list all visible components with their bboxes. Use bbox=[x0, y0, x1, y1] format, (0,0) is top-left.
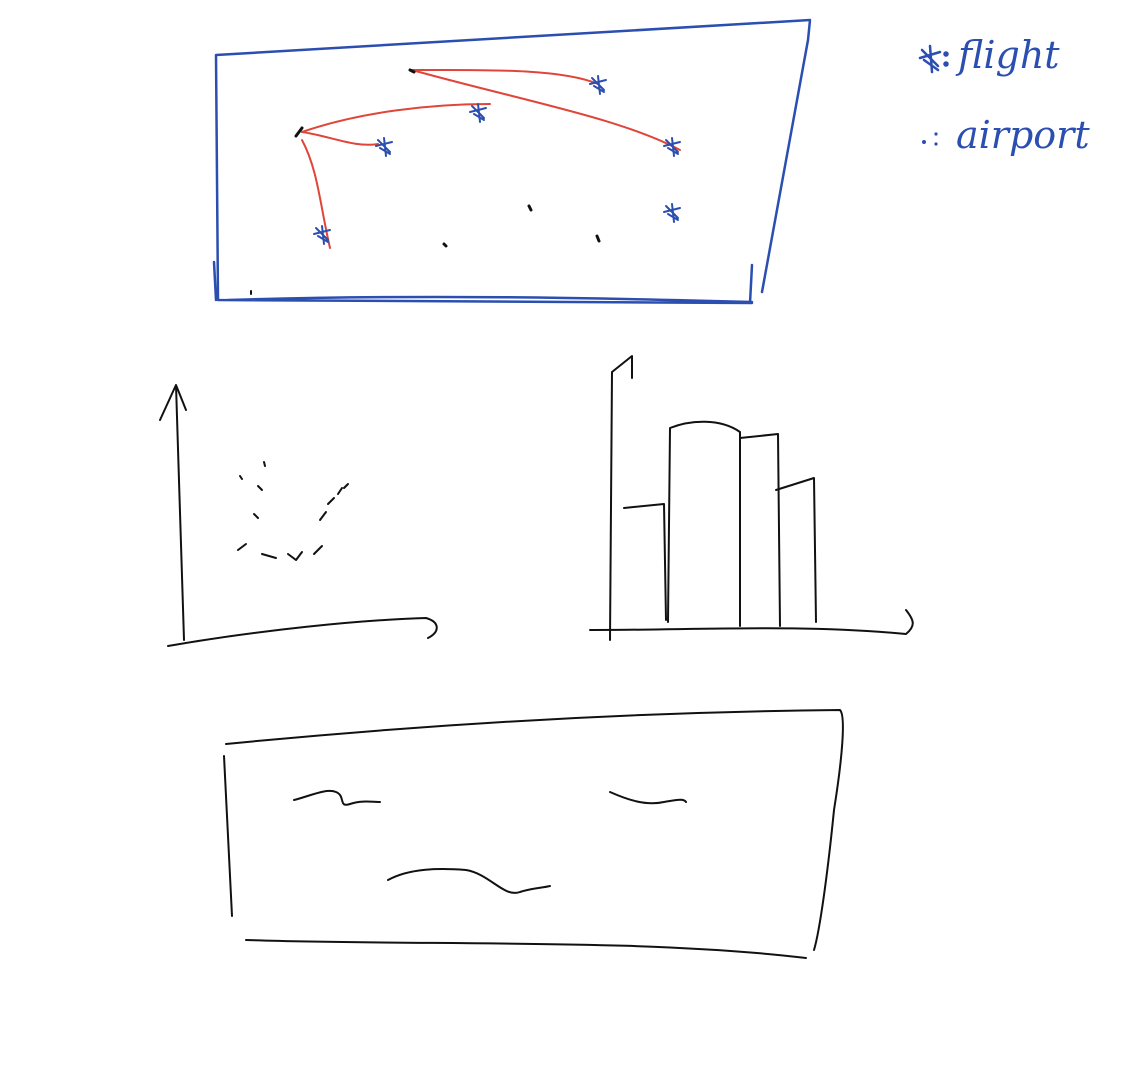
bar bbox=[775, 477, 817, 623]
flight-icon bbox=[589, 75, 607, 95]
flight-icon bbox=[663, 203, 681, 223]
y-axis bbox=[609, 355, 633, 641]
bar-panel bbox=[589, 355, 914, 641]
route-line bbox=[301, 131, 379, 146]
scatter-point bbox=[237, 543, 247, 551]
map-panel bbox=[212, 18, 812, 305]
airport-dot bbox=[294, 126, 304, 138]
airport-dot bbox=[527, 204, 533, 212]
scatter-point bbox=[257, 485, 263, 491]
x-axis bbox=[589, 609, 914, 635]
text-squiggle bbox=[609, 791, 687, 805]
flight-icon bbox=[375, 137, 393, 157]
route-line bbox=[301, 139, 331, 249]
scatter-point bbox=[287, 551, 303, 561]
legend-airport-icon bbox=[922, 132, 938, 146]
scatter-point bbox=[263, 461, 266, 467]
scatter-point bbox=[253, 513, 259, 519]
legend-airport-label: airport bbox=[956, 113, 1090, 157]
bar bbox=[623, 503, 667, 621]
y-axis bbox=[159, 384, 187, 641]
flight-icon bbox=[663, 137, 681, 157]
airport-dot bbox=[595, 234, 601, 243]
text-squiggle bbox=[293, 790, 381, 806]
airport-dot bbox=[408, 68, 416, 74]
scatter-point bbox=[343, 483, 349, 489]
scatter-point bbox=[327, 497, 335, 505]
flight-icon bbox=[313, 225, 331, 245]
x-axis bbox=[167, 617, 438, 647]
bar bbox=[739, 433, 781, 627]
map-border bbox=[212, 18, 812, 305]
legend: flight airport bbox=[918, 33, 1090, 157]
text-box-border bbox=[223, 709, 844, 959]
legend-flight-icon bbox=[918, 44, 949, 74]
scatter-point bbox=[239, 475, 243, 480]
text-squiggle bbox=[387, 868, 551, 894]
flight-icon bbox=[469, 103, 487, 123]
legend-flight-label: flight bbox=[955, 33, 1060, 77]
scatter-panel bbox=[159, 384, 438, 647]
airport-dot bbox=[442, 242, 448, 248]
scatter-points bbox=[237, 461, 349, 561]
route-line bbox=[301, 103, 491, 133]
route-line bbox=[411, 69, 681, 151]
scatter-point bbox=[319, 511, 327, 521]
scatter-point bbox=[261, 553, 277, 559]
route-line bbox=[411, 68, 599, 85]
text-box-panel bbox=[223, 709, 844, 959]
scatter-point bbox=[337, 487, 343, 495]
bar bbox=[667, 420, 741, 627]
scatter-point bbox=[313, 545, 323, 555]
